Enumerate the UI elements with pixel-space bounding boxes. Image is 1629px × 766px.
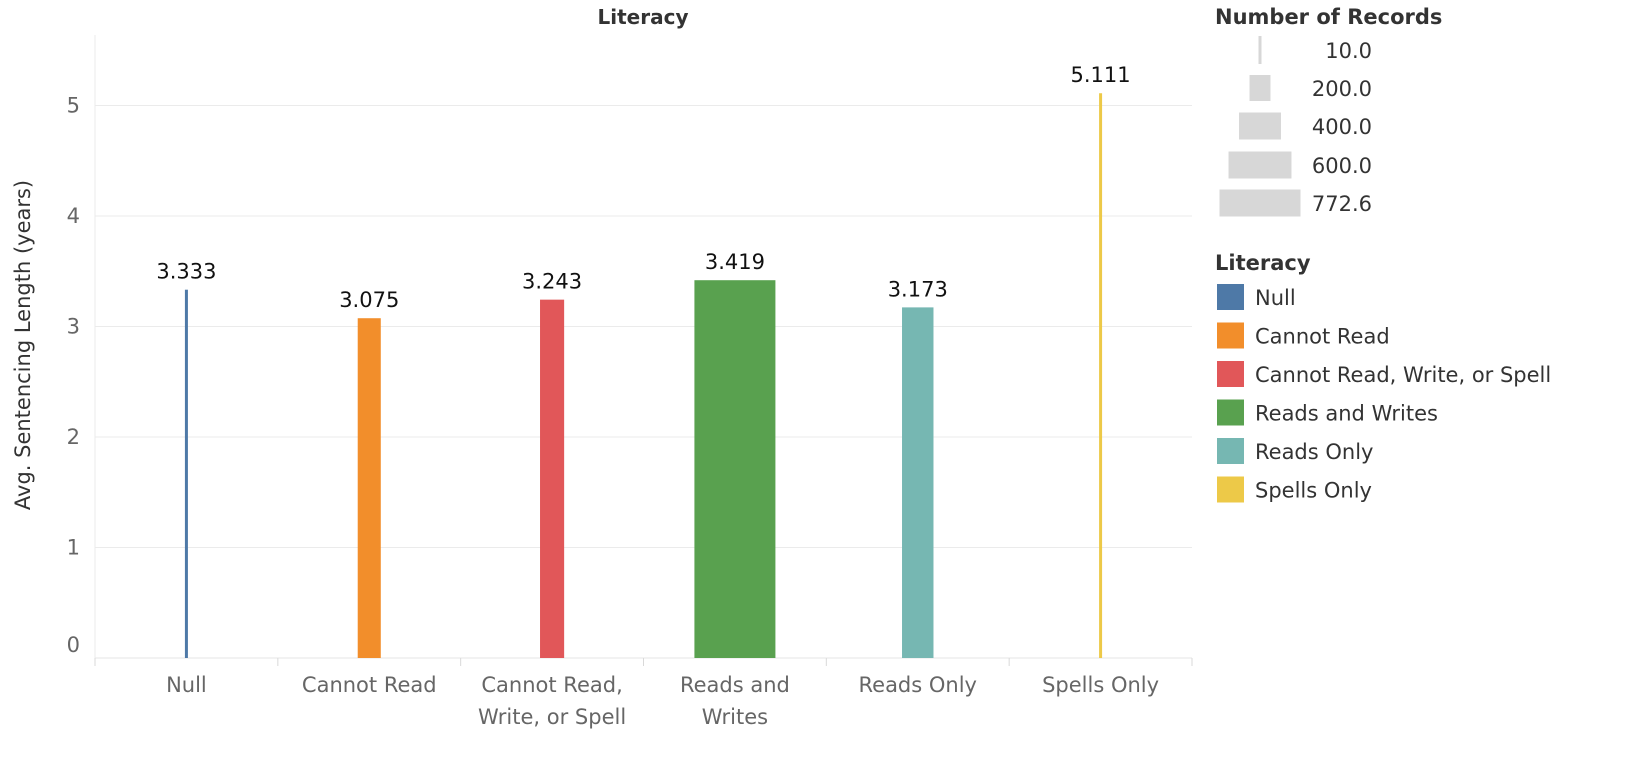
color-legend-label: Cannot Read, Write, or Spell	[1255, 363, 1551, 387]
size-legend-swatch	[1249, 75, 1271, 101]
x-tick-label: Writes	[702, 705, 768, 729]
y-tick-label: 1	[67, 536, 80, 560]
x-tick-label: Reads Only	[859, 673, 977, 697]
color-legend-swatch	[1217, 361, 1244, 387]
data-label: 3.075	[339, 288, 399, 312]
color-legend-label: Spells Only	[1255, 479, 1372, 503]
bar	[902, 307, 934, 658]
y-tick-label: 5	[67, 94, 80, 118]
size-legend-label: 400.0	[1312, 115, 1372, 139]
data-label: 3.419	[705, 250, 765, 274]
color-legend-label: Reads and Writes	[1255, 402, 1438, 426]
size-legend-swatch	[1228, 151, 1292, 179]
size-legend-label: 200.0	[1312, 77, 1372, 101]
size-legend-label: 772.6	[1312, 192, 1372, 216]
x-tick-label: Null	[166, 673, 207, 697]
color-legend-label: Null	[1255, 286, 1296, 310]
y-axis-title: Avg. Sentencing Length (years)	[11, 180, 35, 510]
color-legend-swatch	[1217, 399, 1244, 426]
y-tick-label: 0	[67, 633, 80, 657]
data-label: 5.111	[1071, 63, 1131, 87]
size-legend-swatch	[1239, 112, 1281, 140]
y-tick-label: 3	[67, 315, 80, 339]
chart-title: Literacy	[598, 5, 689, 29]
y-tick-label: 2	[67, 425, 80, 449]
gridlines	[94, 35, 1192, 659]
x-tick-label: Spells Only	[1042, 673, 1159, 697]
color-legend-label: Cannot Read	[1255, 325, 1390, 349]
size-legend-label: 10.0	[1325, 39, 1372, 63]
bars: 3.333 3.075 3.243 3.419 3.173 5.111	[156, 63, 1131, 658]
x-tick-label: Cannot Read	[302, 673, 437, 697]
color-legend-label: Reads Only	[1255, 440, 1373, 464]
x-tick-label: Reads and	[680, 673, 790, 697]
color-legend-swatch	[1217, 322, 1244, 349]
color-legend-swatch	[1217, 438, 1244, 464]
bar	[540, 299, 565, 658]
data-label: 3.333	[156, 260, 216, 284]
color-legend-swatch	[1217, 476, 1244, 503]
x-tick-label: Cannot Read,	[481, 673, 622, 697]
size-legend-swatch	[1219, 189, 1301, 217]
color-legend-swatch	[1217, 284, 1244, 310]
size-legend: Number of Records 10.0 200.0 400.0 600.0 772…	[1215, 5, 1442, 217]
bar	[184, 289, 188, 658]
bar	[694, 280, 776, 658]
color-legend-title: Literacy	[1215, 251, 1311, 275]
y-tick-label: 4	[67, 204, 80, 228]
size-legend-swatch	[1258, 36, 1262, 64]
size-legend-title: Number of Records	[1215, 5, 1442, 29]
bar	[357, 318, 381, 658]
size-legend-label: 600.0	[1312, 154, 1372, 178]
x-axis-ticks: Null Cannot Read Cannot Read, Write, or Spe…	[94, 658, 1193, 729]
y-axis-ticks: 0 1 2 3 4 5	[67, 94, 80, 658]
data-label: 3.243	[522, 270, 582, 294]
x-tick-label: Write, or Spell	[478, 705, 626, 729]
bar	[1099, 93, 1103, 658]
color-legend: Literacy Null Cannot Read Cannot Read, Wri…	[1215, 251, 1551, 503]
data-label: 3.173	[888, 277, 948, 301]
